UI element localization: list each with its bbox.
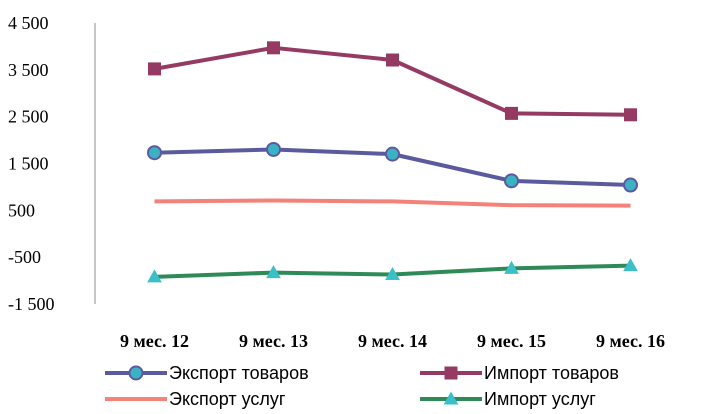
x-tick-label: 9 мес. 15 bbox=[477, 331, 546, 351]
legend-label: Импорт услуг bbox=[484, 389, 596, 409]
data-point bbox=[385, 266, 400, 280]
legend-label: Экспорт товаров bbox=[169, 363, 309, 383]
y-tick-label: 2 500 bbox=[8, 107, 49, 127]
legend-item: Экспорт услуг bbox=[105, 389, 286, 409]
x-tick-label: 9 мес. 14 bbox=[358, 331, 427, 351]
data-point bbox=[266, 141, 281, 157]
y-tick-label: -1 500 bbox=[8, 294, 55, 314]
x-tick-label: 9 мес. 12 bbox=[120, 331, 189, 351]
legend: Экспорт товаров Импорт товаров Экспорт усл… bbox=[105, 363, 619, 409]
legend-label: Экспорт услуг bbox=[169, 389, 286, 409]
data-point bbox=[385, 146, 400, 162]
legend-marker bbox=[443, 391, 459, 405]
y-tick-label: 3 500 bbox=[8, 60, 49, 80]
legend-marker bbox=[128, 365, 144, 381]
legend-item: Импорт услуг bbox=[420, 389, 596, 409]
x-tick-label: 9 мес. 13 bbox=[239, 331, 308, 351]
x-tick-label: 9 мес. 16 bbox=[596, 331, 665, 351]
y-tick-label: 1 500 bbox=[8, 154, 49, 174]
data-point bbox=[624, 108, 637, 122]
data-point bbox=[147, 145, 162, 161]
data-point bbox=[386, 53, 399, 67]
legend-label: Импорт товаров bbox=[484, 363, 619, 383]
legend-item: Импорт товаров bbox=[420, 363, 619, 383]
series-layer bbox=[147, 41, 638, 283]
data-point bbox=[504, 173, 519, 189]
y-tick-labels: -1 500 -500 500 1 500 2 500 3 500 4 500 bbox=[8, 13, 55, 314]
legend-marker bbox=[444, 366, 458, 380]
series-line bbox=[154, 198, 631, 208]
data-point bbox=[505, 106, 518, 120]
legend-item: Экспорт товаров bbox=[105, 363, 309, 383]
data-point bbox=[504, 260, 519, 274]
y-tick-label: 4 500 bbox=[8, 13, 49, 33]
x-tick-labels: 9 мес. 12 9 мес. 13 9 мес. 14 9 мес. 15 9 ме… bbox=[120, 331, 665, 351]
data-point bbox=[148, 62, 161, 76]
data-point bbox=[623, 258, 638, 272]
data-point bbox=[147, 269, 162, 283]
data-point bbox=[267, 41, 280, 55]
y-tick-label: -500 bbox=[8, 247, 41, 267]
data-point bbox=[266, 265, 281, 279]
y-tick-label: 500 bbox=[8, 200, 35, 220]
data-point bbox=[623, 177, 638, 193]
